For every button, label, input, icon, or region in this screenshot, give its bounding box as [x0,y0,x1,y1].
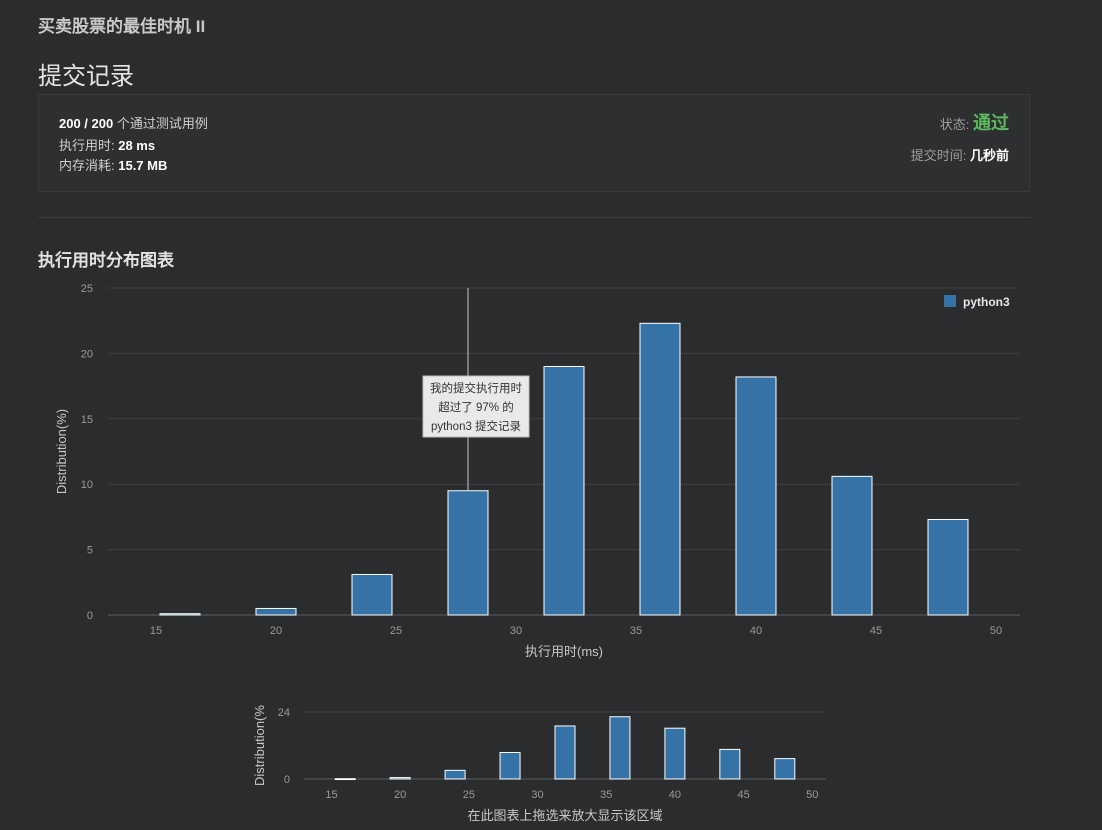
x-tick-label: 30 [531,789,543,801]
bar [927,519,969,616]
x-tick-label: 50 [806,789,818,801]
runtime-label: 执行用时: [59,138,119,153]
runtime-distribution-chart[interactable]: 0 5 10 15 20 25 15 20 25 30 35 40 45 50 执行用时(ms) Distri… [0,0,1102,670]
y-tick-label: 24 [278,707,290,719]
x-axis-label: 在此图表上拖选来放大显示该区域 [467,808,662,823]
y-tick-label: 20 [81,348,93,360]
problem-title[interactable]: 买卖股票的最佳时机 II [38,17,206,36]
y-tick-label: 25 [81,283,93,295]
bar [609,716,631,780]
runtime-navigator-chart[interactable]: 0 24 15 20 25 30 35 40 45 50 在此图表上拖选来放大显示该区域 Distri… [0,690,1102,830]
page-title: 提交记录 [38,63,134,90]
submit-time-label: 提交时间: [910,148,970,163]
x-tick-label: 45 [870,625,882,637]
chart-legend: python3 [944,295,1010,309]
section-divider [38,217,1031,218]
testcase-count: 200 / 200 [59,116,114,131]
bar [499,751,521,780]
testcase-suffix: 个通过测试用例 [116,116,208,131]
tooltip-line: 超过了 97% 的 [438,400,513,414]
y-tick-label: 0 [284,774,290,786]
bar [831,475,873,616]
memory-value: 15.7 MB [118,158,168,173]
status-badge: 通过 [973,113,1009,133]
y-axis-label: Distribution(% [252,705,267,786]
x-tick-label: 25 [390,625,402,637]
submit-time-row: 提交时间: 几秒前 [911,145,1009,164]
x-tick-label: 50 [990,625,1002,637]
bar [159,613,201,616]
submission-summary-card: 200 / 200 个通过测试用例 执行用时: 28 ms 内存消耗: 15.7… [38,94,1030,192]
y-axis-label: Distribution(%) [54,409,69,494]
bar [639,322,681,616]
x-tick-label: 30 [510,625,522,637]
x-tick-label: 45 [737,789,749,801]
section-title: 执行用时分布图表 [38,251,174,270]
bar [255,607,297,616]
x-tick-label: 25 [463,789,475,801]
bar [444,769,466,780]
x-tick-label: 15 [325,789,337,801]
runtime-value: 28 ms [118,138,156,153]
bar [664,727,686,780]
y-tick-label: 10 [81,479,93,491]
x-tick-label: 40 [750,625,762,637]
legend-label: python3 [963,295,1010,309]
tooltip-line: 我的提交执行用时 [430,381,522,395]
testcase-summary: 200 / 200 个通过测试用例 [59,113,208,132]
bar [554,725,576,780]
x-axis-label: 执行用时(ms) [525,644,603,659]
y-tick-label: 5 [87,545,93,557]
x-tick-label: 40 [669,789,681,801]
x-tick-label: 35 [630,625,642,637]
x-tick-label: 35 [600,789,612,801]
bar [735,376,777,616]
bar [774,758,796,780]
tooltip-box [422,375,530,438]
status-label: 状态: [939,117,973,132]
legend-swatch [944,295,956,307]
tooltip-line: python3 提交记录 [431,419,521,433]
bar [543,365,585,616]
runtime-row: 执行用时: 28 ms [59,135,155,154]
bar [334,778,356,781]
y-tick-label: 15 [81,414,93,426]
x-tick-label: 20 [270,625,282,637]
bar [719,748,741,780]
memory-row: 内存消耗: 15.7 MB [59,155,167,174]
memory-label: 内存消耗: [59,158,119,173]
x-tick-label: 15 [150,625,162,637]
y-tick-label: 0 [87,610,93,622]
x-tick-label: 20 [394,789,406,801]
bar [351,573,393,616]
bar [447,490,489,616]
bar [389,777,411,780]
submit-time-value: 几秒前 [969,148,1009,163]
status-row: 状态: 通过 [940,109,1009,135]
